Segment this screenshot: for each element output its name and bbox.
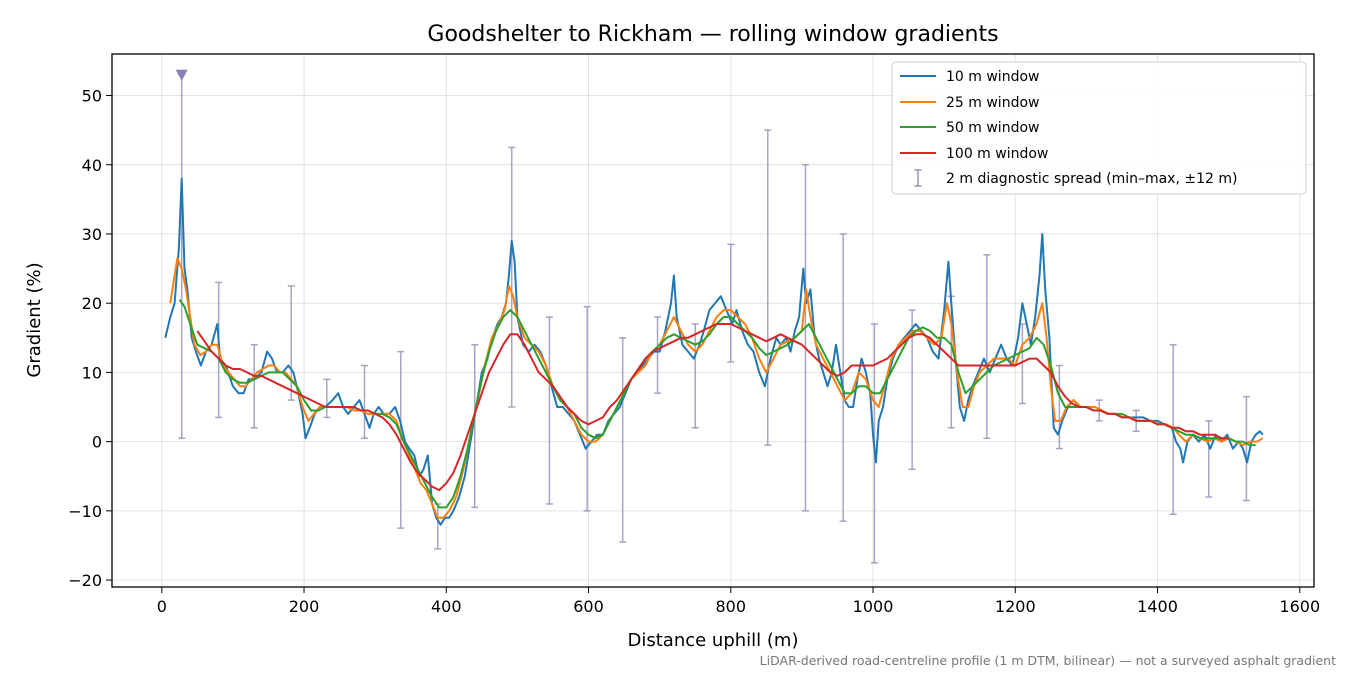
series-group — [164, 177, 1264, 526]
errorbar — [1055, 364, 1063, 450]
x-tick-label: 1000 — [853, 597, 894, 616]
errorbar — [250, 343, 258, 429]
errorbar — [727, 243, 735, 363]
errorbar — [1205, 420, 1213, 498]
y-axis-ticks: −20 −10 0 10 20 30 40 50 — [68, 87, 112, 590]
series-line-25m — [169, 257, 1264, 519]
x-tick-label: 1200 — [995, 597, 1036, 616]
errorbar — [397, 350, 405, 529]
errorbar — [545, 316, 553, 505]
x-axis-label: Distance uphill (m) — [628, 630, 799, 651]
y-tick-label: 50 — [82, 87, 102, 106]
legend-label-100m: 100 m window — [946, 146, 1048, 162]
errorbar — [508, 146, 516, 408]
legend-frame — [891, 61, 1307, 195]
y-tick-label: 0 — [92, 433, 102, 452]
y-tick-label: 30 — [82, 225, 102, 244]
series-line-10m — [164, 177, 1264, 526]
y-tick-label: −10 — [68, 502, 102, 521]
y-tick-label: 10 — [82, 363, 102, 382]
errorbar — [839, 233, 847, 522]
legend-label-10m: 10 m window — [946, 69, 1039, 85]
y-tick-label: 40 — [82, 156, 102, 175]
x-axis-ticks: 0 200 400 600 800 1000 1200 1400 1600 — [157, 587, 1320, 616]
y-tick-label: −20 — [68, 571, 102, 590]
x-tick-label: 400 — [431, 597, 462, 616]
errorbar — [471, 343, 479, 509]
legend-label-50m: 50 m window — [946, 120, 1039, 136]
errorbar — [983, 253, 991, 439]
legend-swatch-errorbar — [914, 169, 922, 187]
legend: 10 m window 25 m window 50 m window 100 … — [891, 61, 1307, 195]
x-tick-label: 0 — [157, 597, 167, 616]
x-tick-label: 1600 — [1279, 597, 1320, 616]
legend-label-25m: 25 m window — [946, 95, 1039, 111]
y-axis-label: Gradient (%) — [24, 262, 45, 377]
chart-title: Goodshelter to Rickham — rolling window … — [427, 22, 998, 47]
marker-group — [175, 69, 188, 81]
errorbar — [619, 337, 627, 543]
footnote: LiDAR-derived road-centreline profile (1… — [760, 653, 1336, 668]
errorbar — [360, 364, 368, 439]
errorbar — [323, 378, 331, 419]
legend-label-errorbar: 2 m diagnostic spread (min–max, ±12 m) — [946, 171, 1237, 187]
x-tick-label: 600 — [573, 597, 604, 616]
errorbar — [764, 129, 772, 446]
errorbar — [801, 164, 809, 512]
errorbar — [1242, 395, 1250, 502]
plot-frame — [111, 53, 1315, 588]
clipped-errorbar-marker — [175, 69, 188, 81]
x-tick-label: 800 — [716, 597, 747, 616]
series-line-100m — [196, 323, 1229, 492]
errorbar — [691, 323, 699, 429]
errorbar — [583, 305, 591, 512]
y-tick-label: 20 — [82, 294, 102, 313]
x-tick-label: 1400 — [1137, 597, 1178, 616]
x-tick-label: 200 — [289, 597, 320, 616]
errorbar — [654, 316, 662, 394]
